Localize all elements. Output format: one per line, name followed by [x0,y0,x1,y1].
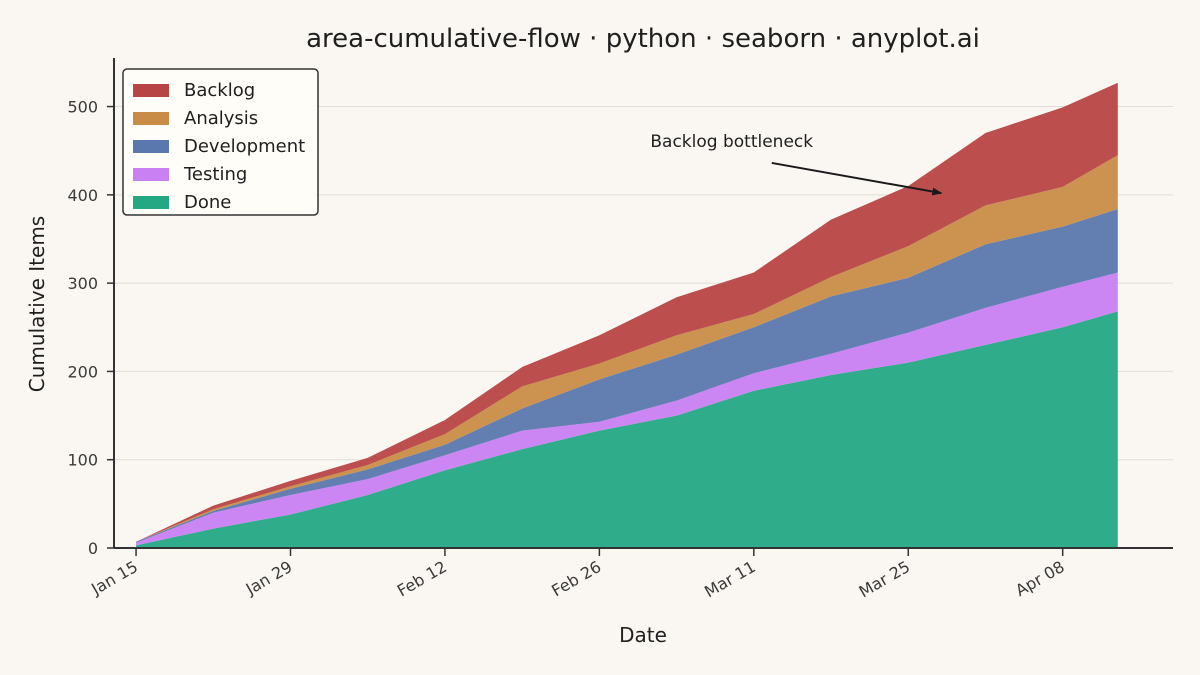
y-tick-label: 300 [67,274,98,293]
area-testing [136,272,1118,546]
area-done [136,311,1118,548]
legend-label: Done [184,192,231,213]
chart-title: area-cumulative-flow · python · seaborn … [306,24,980,54]
x-tick-label: Mar 25 [856,557,914,601]
area-backlog [136,82,1118,542]
x-tick-label: Jan 15 [87,557,141,599]
x-tick-label: Apr 08 [1012,557,1068,600]
y-axis-label: Cumulative Items [25,216,49,392]
y-tick-labels: 0 100 200 300 400 500 [67,98,98,558]
axes [107,58,1173,556]
x-tick-label: Feb 26 [548,557,604,600]
x-tick-label: Feb 12 [394,557,450,600]
y-tick-label: 100 [67,451,98,470]
y-tick-label: 0 [88,539,98,558]
legend-swatch [133,168,169,181]
annotation: Backlog bottleneck [650,132,943,196]
y-tick-label: 400 [67,186,98,205]
legend: Backlog Analysis Development Testing Done [122,68,319,216]
legend-label: Development [184,136,305,157]
x-tick-labels: Jan 15 Jan 29 Feb 12 Feb 26 Mar 11 Mar 25 Apr … [87,557,1067,601]
legend-swatch [133,112,169,125]
legend-swatch [133,84,169,97]
legend-label: Analysis [184,108,258,129]
annotation-arrow [771,161,943,196]
y-tick-label: 200 [67,362,98,381]
y-tick-label: 500 [67,98,98,117]
legend-label: Backlog [184,80,255,101]
legend-box [122,68,319,216]
x-tick-label: Mar 11 [701,557,759,601]
legend-label: Testing [183,164,247,185]
stacked-areas [136,82,1118,548]
x-axis-label: Date [619,623,667,647]
annotation-text: Backlog bottleneck [650,132,813,152]
legend-swatch [133,196,169,209]
area-analysis [136,155,1118,542]
area-development [136,209,1118,543]
x-tick-label: Jan 29 [242,557,296,599]
legend-swatch [133,140,169,153]
